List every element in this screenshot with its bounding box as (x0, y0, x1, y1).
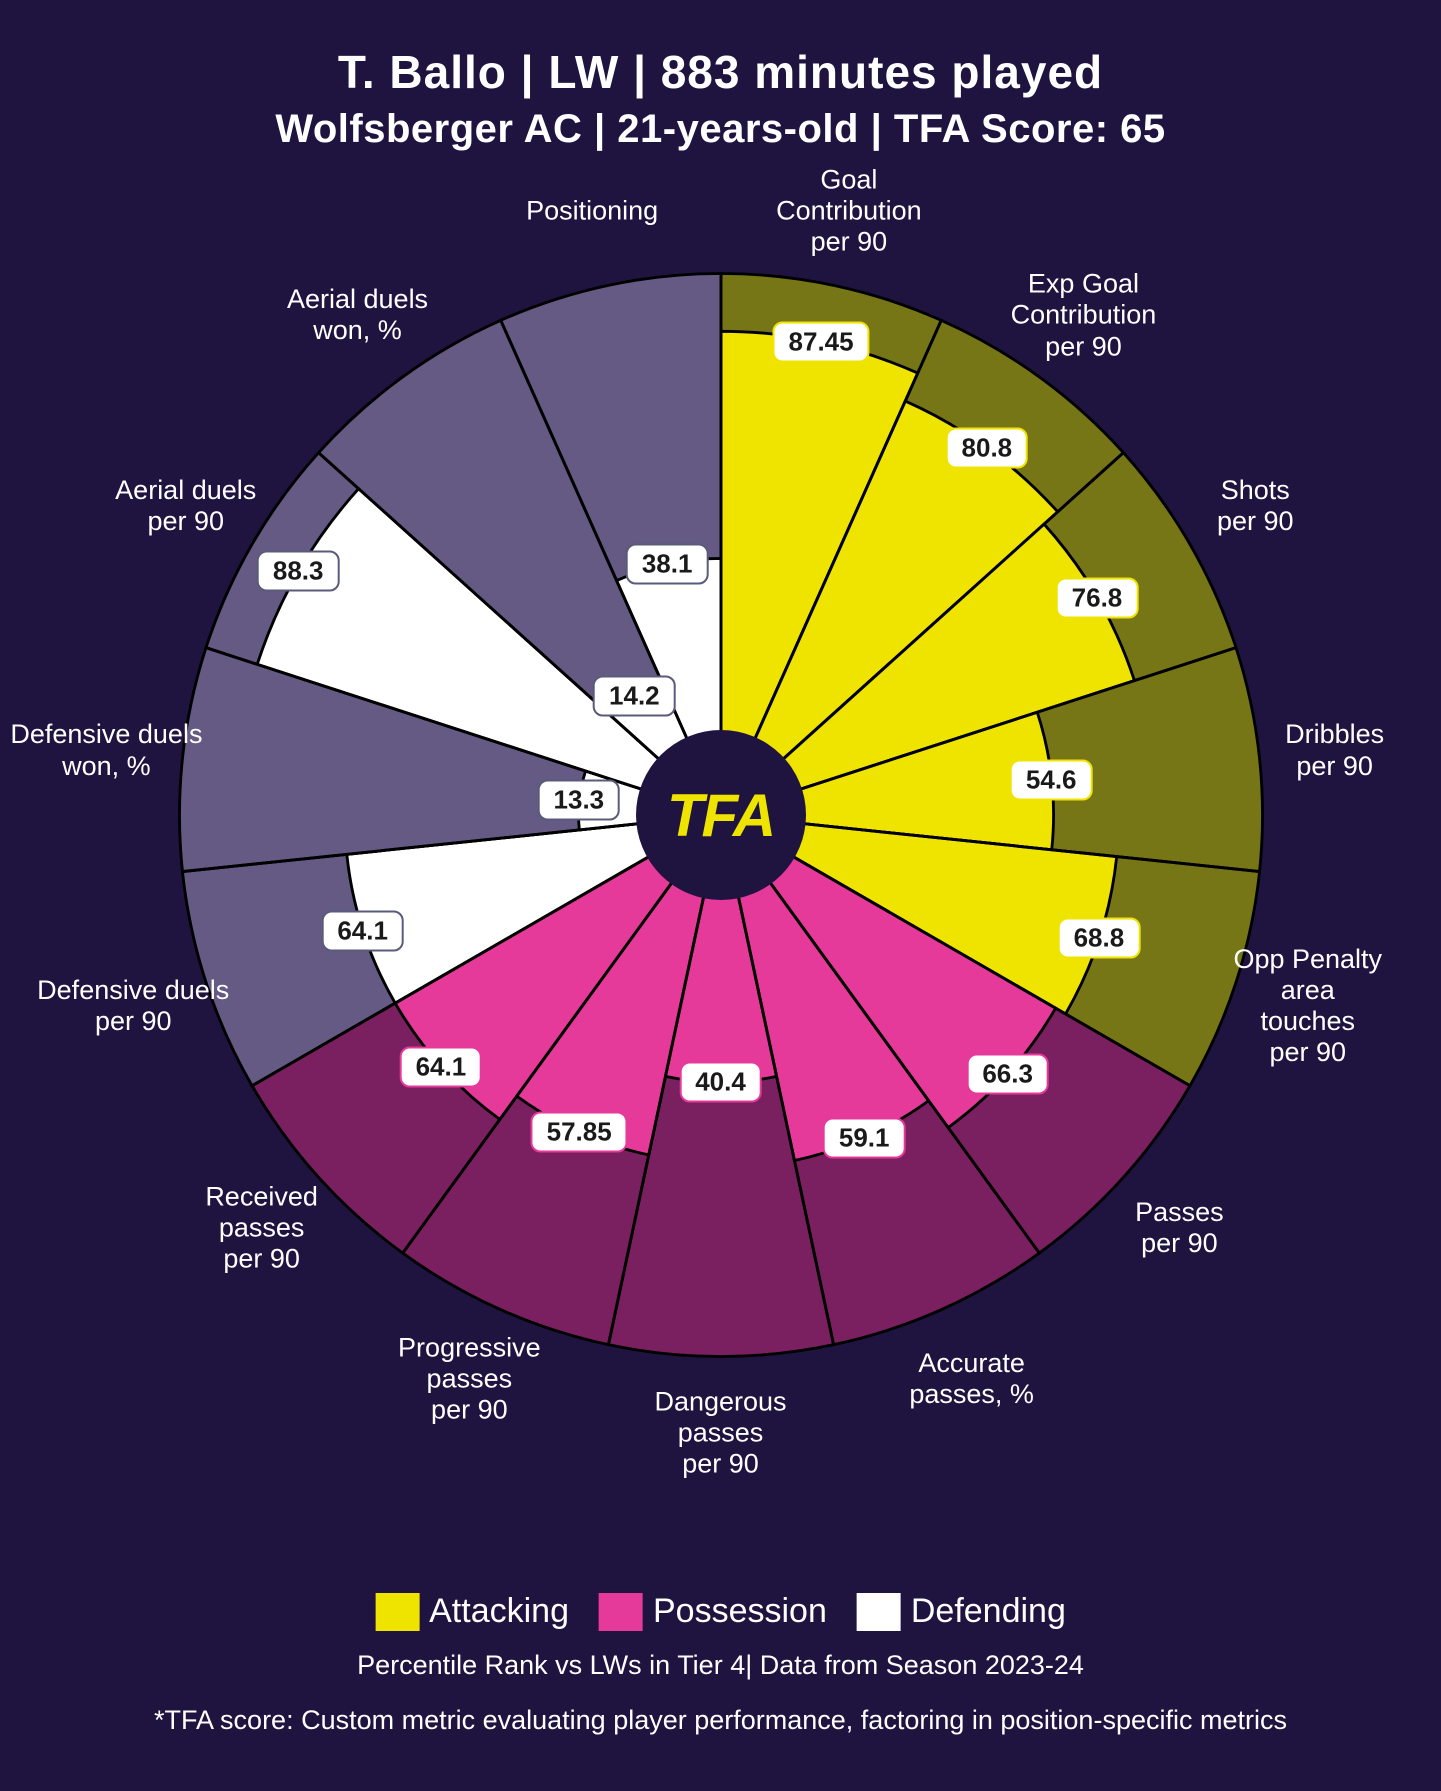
title-line-2: Wolfsberger AC | 21-years-old | TFA Scor… (0, 107, 1441, 152)
legend-swatch (857, 1593, 901, 1631)
legend: Attacking Possession Defending (375, 1592, 1066, 1631)
footer-line-1: Percentile Rank vs LWs in Tier 4| Data f… (357, 1650, 1084, 1681)
metric-label: Goal Contributionper 90 (749, 164, 949, 257)
title-line-1: T. Ballo | LW | 883 minutes played (0, 45, 1441, 99)
legend-item-defending: Defending (857, 1592, 1066, 1631)
legend-label: Possession (653, 1592, 827, 1631)
radial-chart: 87.45Goal Contributionper 9080.8Exp Goal… (151, 245, 1291, 1385)
footer-line-2: *TFA score: Custom metric evaluating pla… (154, 1705, 1287, 1736)
legend-item-attacking: Attacking (375, 1592, 569, 1631)
legend-label: Attacking (429, 1592, 569, 1631)
legend-label: Defending (911, 1592, 1066, 1631)
legend-item-possession: Possession (599, 1592, 827, 1631)
tfa-logo: TFA (667, 781, 774, 850)
chart-header: T. Ballo | LW | 883 minutes played Wolfs… (0, 0, 1441, 152)
metric-label: Positioning (492, 195, 692, 226)
legend-swatch (599, 1593, 643, 1631)
center-badge: TFA (636, 730, 806, 900)
metric-label: Dangerous passesper 90 (621, 1386, 821, 1479)
legend-swatch (375, 1593, 419, 1631)
